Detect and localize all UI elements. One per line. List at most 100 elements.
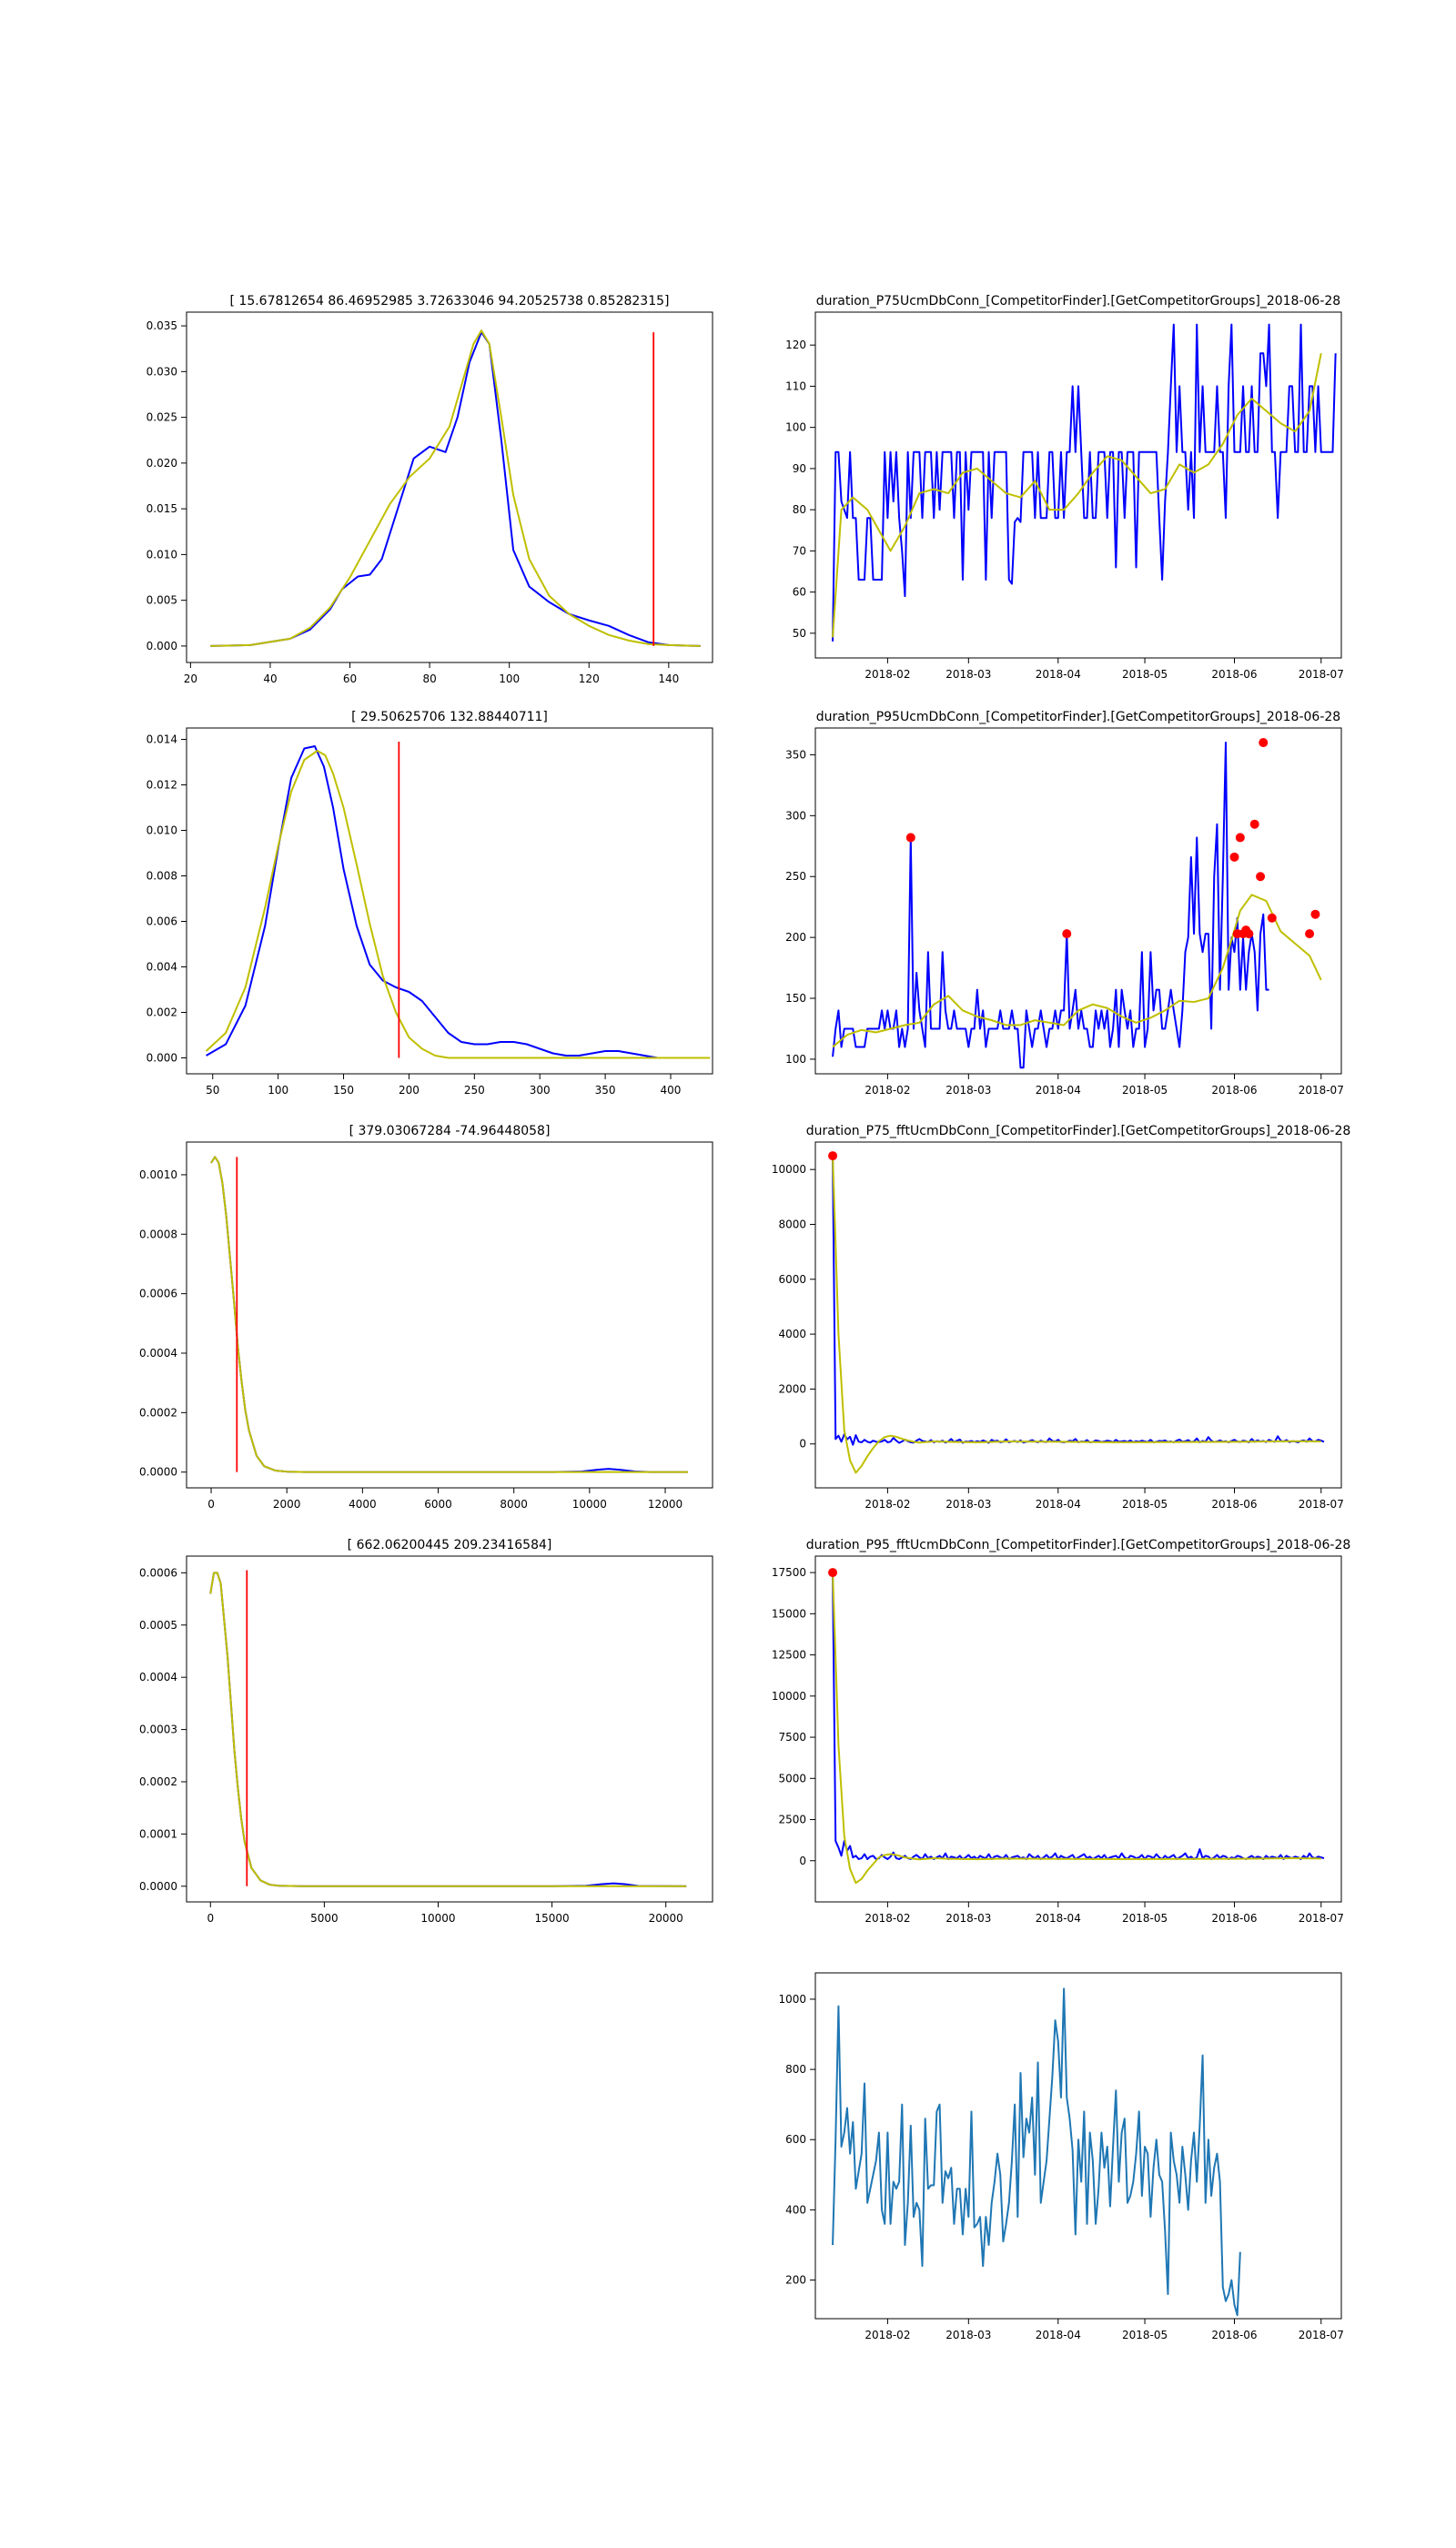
y-tick-label: 12500 <box>772 1649 806 1662</box>
y-tick-label: 0.005 <box>147 594 177 607</box>
x-tick-label: 2018-03 <box>945 2329 991 2341</box>
x-tick-label: 2018-05 <box>1122 1084 1168 1097</box>
x-tick-label: 15000 <box>535 1912 570 1925</box>
y-tick-label: 0.0000 <box>139 1466 177 1479</box>
x-tick-label: 2018-05 <box>1122 668 1168 681</box>
y-tick-label: 50 <box>793 627 806 640</box>
axes-frame <box>814 1555 1342 1903</box>
series-line-0 <box>832 1572 1325 1860</box>
anomaly-marker <box>1267 913 1277 923</box>
x-tick-label: 12000 <box>648 1498 682 1511</box>
axes-frame <box>186 1555 713 1903</box>
y-tick-label: 0.010 <box>147 548 177 561</box>
y-tick-label: 0.0005 <box>139 1619 177 1632</box>
plot-area <box>832 1987 1241 2317</box>
x-tick-label: 2018-05 <box>1122 1498 1168 1511</box>
chart-ts-3: duration_P75_fftUcmDbConn_[CompetitorFin… <box>772 1124 1350 1511</box>
x-tick-label: 2018-07 <box>1299 1498 1344 1511</box>
y-tick-label: 0.0004 <box>139 1671 177 1684</box>
chart-title: [ 379.03067284 -74.96448058] <box>349 1124 551 1138</box>
x-tick-label: 40 <box>263 672 277 685</box>
y-tick-label: 90 <box>793 462 806 475</box>
series-line-1 <box>832 894 1322 1048</box>
chart-title: [ 15.67812654 86.46952985 3.72633046 94.… <box>230 294 670 308</box>
x-tick-label: 0 <box>207 1912 214 1925</box>
x-tick-label: 2018-03 <box>945 1912 991 1925</box>
y-tick-label: 0.008 <box>147 870 177 883</box>
y-tick-label: 100 <box>785 1053 806 1066</box>
y-tick-label: 0.012 <box>147 779 177 792</box>
x-tick-label: 2018-02 <box>864 1912 910 1925</box>
x-tick-label: 2018-05 <box>1122 2329 1168 2341</box>
plot-area <box>832 738 1322 1069</box>
x-tick-label: 2018-04 <box>1036 668 1081 681</box>
anomaly-marker <box>1062 929 1072 939</box>
x-tick-label: 6000 <box>424 1498 452 1511</box>
series-line-0 <box>210 331 701 647</box>
y-tick-label: 200 <box>785 931 806 944</box>
chart-ts-5: 2018-02 2018-03 2018-04 2018-05 2018-06 2018-… <box>778 1972 1344 2341</box>
x-tick-label: 10000 <box>420 1912 455 1925</box>
x-tick-label: 140 <box>658 672 679 685</box>
y-tick-label: 10000 <box>772 1163 806 1176</box>
y-tick-label: 0 <box>799 1855 806 1867</box>
x-tick-label: 80 <box>422 672 436 685</box>
x-tick-label: 2000 <box>273 1498 301 1511</box>
x-tick-label: 60 <box>343 672 357 685</box>
series-line-0 <box>210 1156 688 1473</box>
y-tick-label: 200 <box>785 2274 806 2287</box>
x-tick-label: 2018-05 <box>1122 1912 1168 1925</box>
plot-area <box>828 1568 1325 1885</box>
x-tick-label: 2018-04 <box>1036 1912 1081 1925</box>
plot-area <box>210 329 701 647</box>
x-tick-label: 250 <box>464 1084 485 1097</box>
y-tick-label: 5000 <box>778 1772 806 1785</box>
x-tick-label: 2018-02 <box>864 1084 910 1097</box>
anomaly-marker <box>1244 929 1254 939</box>
anomaly-marker <box>828 1568 838 1578</box>
x-tick-label: 10000 <box>572 1498 607 1511</box>
series-line-1 <box>832 353 1322 638</box>
axes-frame <box>814 727 1342 1075</box>
anomaly-marker <box>1229 852 1239 862</box>
y-tick-label: 100 <box>785 421 806 434</box>
y-tick-label: 0.010 <box>147 824 177 837</box>
x-tick-label: 2018-03 <box>945 1498 991 1511</box>
x-tick-label: 2018-02 <box>864 668 910 681</box>
x-tick-label: 2018-06 <box>1211 668 1257 681</box>
plot-area <box>209 1570 687 1887</box>
axes-frame <box>814 1972 1342 2320</box>
y-tick-label: 7500 <box>778 1731 806 1744</box>
series-line-0 <box>832 742 1269 1069</box>
y-tick-label: 10000 <box>772 1690 806 1703</box>
x-tick-label: 2018-07 <box>1299 1084 1344 1097</box>
series-line-0 <box>206 745 711 1059</box>
y-tick-label: 400 <box>785 2203 806 2216</box>
anomaly-marker <box>1249 819 1259 829</box>
series-line-1 <box>205 750 711 1059</box>
x-tick-label: 2018-02 <box>864 2329 910 2341</box>
y-tick-label: 0.030 <box>147 365 177 378</box>
chart-kde-3: [ 379.03067284 -74.96448058] 0 2000 4000 600… <box>139 1124 713 1511</box>
y-tick-label: 15000 <box>772 1607 806 1620</box>
plot-area <box>205 742 711 1059</box>
plot-area <box>832 323 1337 642</box>
anomaly-marker <box>1310 909 1320 919</box>
x-tick-label: 2018-06 <box>1211 1912 1257 1925</box>
y-tick-label: 0.0006 <box>139 1288 177 1300</box>
y-tick-label: 80 <box>793 503 806 516</box>
x-tick-label: 50 <box>206 1084 219 1097</box>
series-line-0 <box>832 323 1337 642</box>
y-tick-label: 0.002 <box>147 1006 177 1019</box>
chart-kde-4: [ 662.06200445 209.23416584] 0 5000 10000 15… <box>139 1538 713 1925</box>
y-tick-label: 0.000 <box>147 640 177 652</box>
x-tick-label: 20000 <box>649 1912 683 1925</box>
y-tick-label: 0.0002 <box>139 1406 177 1419</box>
x-tick-label: 100 <box>268 1084 288 1097</box>
y-tick-label: 2000 <box>778 1382 806 1395</box>
anomaly-marker <box>1305 929 1315 939</box>
y-tick-label: 120 <box>785 339 806 351</box>
x-tick-label: 400 <box>661 1084 682 1097</box>
y-tick-label: 6000 <box>778 1273 806 1286</box>
y-tick-label: 0.0001 <box>139 1827 177 1840</box>
